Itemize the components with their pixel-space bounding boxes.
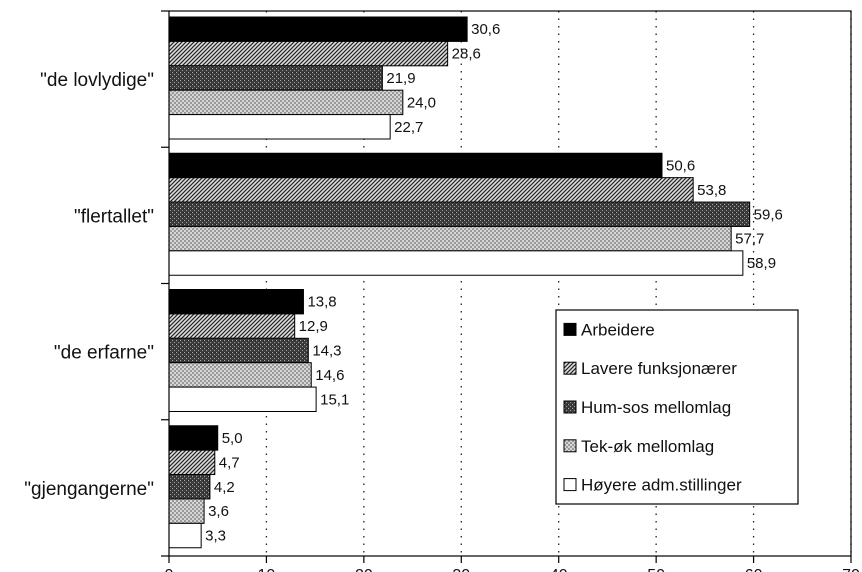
bar [168,114,391,140]
legend-label: Høyere adm.stillinger [581,476,742,495]
bar [168,16,468,42]
bar [168,152,663,179]
bar [168,225,732,252]
axes [161,10,852,563]
x-tick-labels: 0 10 20 30 40 50 60 70 [165,567,860,572]
x-tick-label: 60 [745,567,763,572]
bar [168,449,216,476]
legend-label: Arbeidere [581,320,655,339]
bar [168,201,751,227]
legend: Arbeidere Lavere funksjonærer Hum-sos mell… [555,309,799,505]
data-label: 53,8 [697,182,726,199]
data-label: 24,0 [407,94,436,111]
data-label: 21,9 [386,70,415,87]
bar [168,425,219,451]
data-label: 4,2 [214,479,235,496]
bar [168,474,211,500]
bar [168,289,304,315]
data-label: 59,6 [754,206,783,223]
legend-swatch [563,322,577,336]
bar [168,498,205,524]
category-label: "flertallet" [74,206,154,227]
data-label: 3,3 [205,528,226,545]
category-label: "gjengangerne" [24,479,154,500]
bar [168,337,309,364]
category-label: "de erfarne" [54,343,154,364]
x-tick-label: 40 [550,567,568,572]
data-label: 13,8 [307,294,336,311]
legend-swatch [563,361,577,375]
legend-swatch [563,400,577,414]
bar [168,250,744,276]
bars: 30,6 28,6 21,9 24,0 22,7 50,653,8 59,6 57,7 58,9… [168,16,783,549]
category-label: "de lovlydige" [40,70,154,91]
bar [168,386,317,413]
legend-swatch [563,478,577,492]
bar [168,522,202,549]
data-label: 4,7 [219,454,240,471]
x-tick-label: 0 [165,567,174,572]
bar [168,65,383,91]
data-label: 3,6 [208,503,229,520]
data-label: 30,6 [471,21,500,38]
legend-box [555,309,799,505]
data-label: 14,3 [312,343,341,360]
data-label: 28,6 [452,46,481,63]
category-labels: "de lovlydige" "flertallet" "de erfarne" "g… [24,70,154,500]
data-label: 15,1 [320,391,349,408]
bar [168,362,312,388]
x-tick-label: 30 [452,567,470,572]
data-label: 12,9 [299,318,328,335]
bar [168,313,296,339]
bar [168,89,404,116]
bar [168,177,694,203]
legend-label: Hum-sos mellomlag [581,398,731,417]
data-label: 57,7 [735,231,764,248]
legend-swatch [563,439,577,453]
legend-label: Tek-øk mellomlag [581,437,714,456]
x-tick-label: 10 [258,567,276,572]
x-tick-label: 20 [355,567,373,572]
data-label: 58,9 [747,255,776,272]
data-label: 50,6 [666,157,695,174]
legend-label: Lavere funksjonærer [581,359,737,378]
data-label: 5,0 [222,430,243,447]
data-label: 22,7 [394,119,423,136]
bar [168,40,449,67]
data-label: 14,6 [315,367,344,384]
x-tick-label: 50 [647,567,665,572]
x-tick-label: 70 [842,567,860,572]
